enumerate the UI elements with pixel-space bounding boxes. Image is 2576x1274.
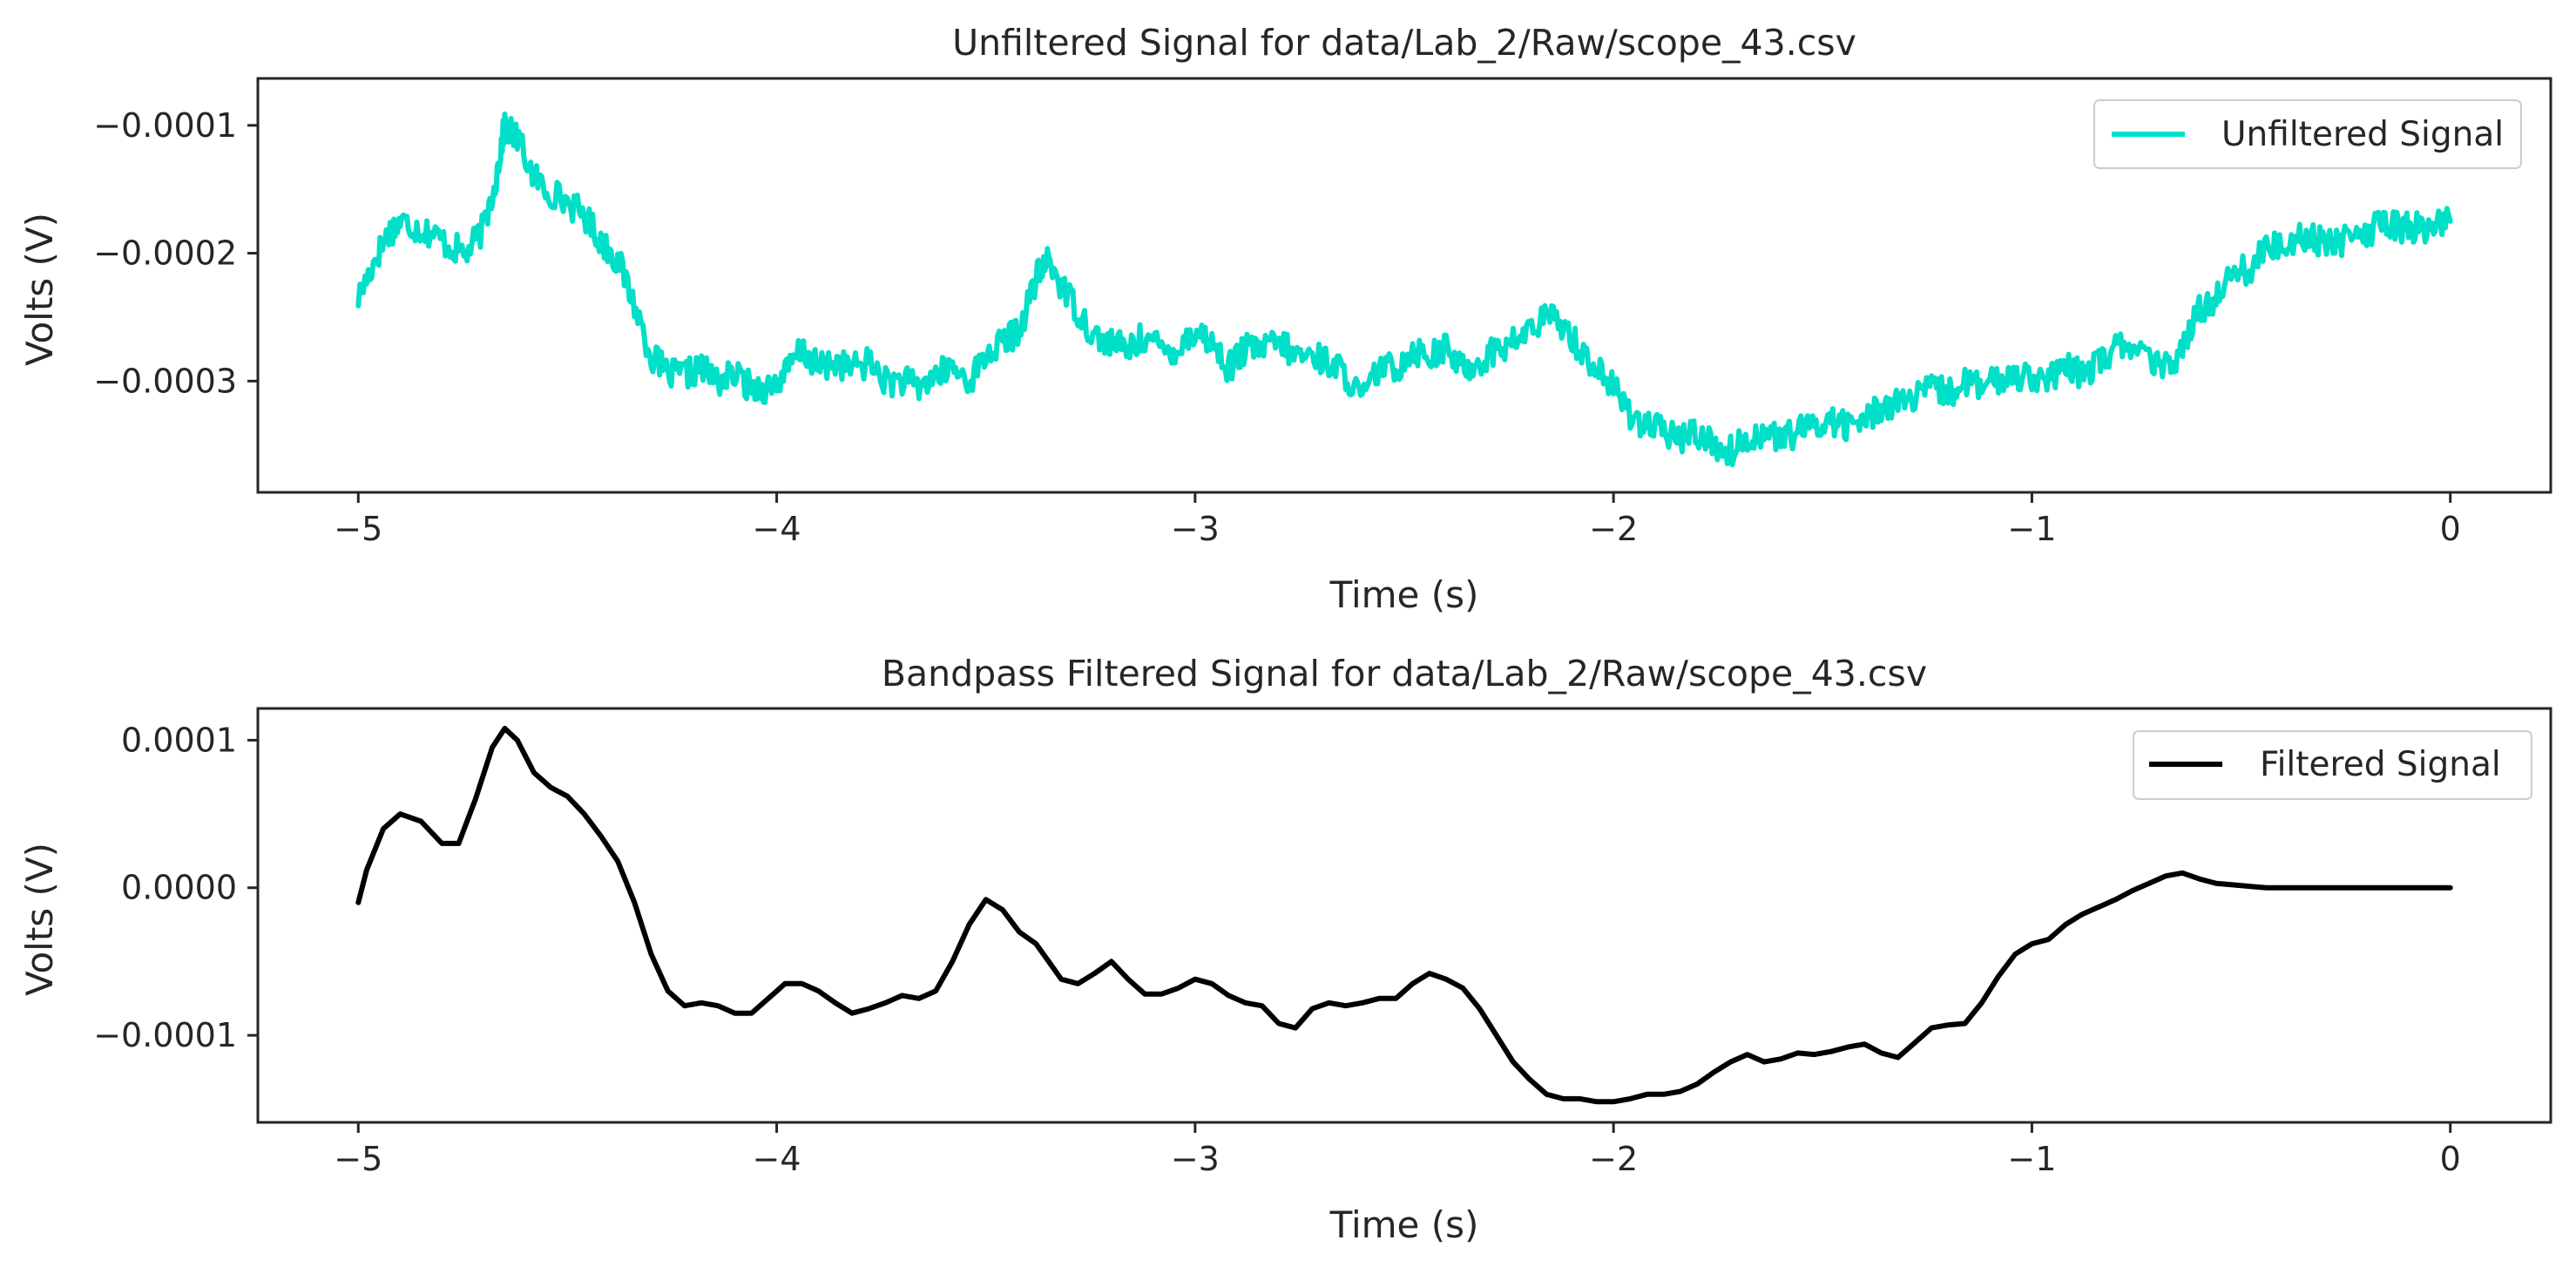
series-line	[355, 111, 2453, 468]
y-tick-label: −0.0002	[93, 234, 237, 273]
legend-label-filtered-signal: Filtered Signal	[2260, 745, 2501, 784]
x-tick-label: −3	[1171, 510, 1220, 548]
y-axis-label: Volts (V)	[18, 213, 61, 366]
y-tick-label: 0.0001	[121, 721, 237, 759]
legend: Unfiltered Signal	[2093, 99, 2522, 169]
x-tick-label: −4	[753, 1140, 801, 1178]
y-tick-label: 0.0000	[121, 869, 237, 907]
plot-area	[355, 725, 2453, 1105]
x-tick-label: −5	[334, 510, 382, 548]
y-tick-label: −0.0003	[93, 362, 237, 400]
unfiltered-signal-panel: Unfiltered Signal for data/Lab_2/Raw/sco…	[18, 22, 2552, 616]
tick-group: −5 −4 −3 −2 −1 0 0.0001 0.0000 −0.0001	[93, 721, 2461, 1178]
x-tick-label: −4	[753, 510, 801, 548]
tick-group: −5 −4 −3 −2 −1 0 −0.0001 −0.0002 −0.0003	[93, 106, 2461, 548]
chart-title: Bandpass Filtered Signal for data/Lab_2/…	[882, 653, 1927, 695]
x-tick-label: −1	[2007, 510, 2056, 548]
series-line	[355, 725, 2453, 1105]
y-axis-label: Volts (V)	[18, 843, 61, 996]
y-tick-label: −0.0001	[93, 106, 237, 145]
x-axis-label: Time (s)	[1329, 573, 1479, 616]
y-tick-label: −0.0001	[93, 1016, 237, 1054]
x-tick-label: −3	[1171, 1140, 1220, 1178]
chart-title: Unfiltered Signal for data/Lab_2/Raw/sco…	[952, 22, 1856, 64]
x-tick-label: −2	[1589, 510, 1638, 548]
x-tick-label: 0	[2440, 1140, 2461, 1178]
filtered-signal-panel: Bandpass Filtered Signal for data/Lab_2/…	[18, 653, 2552, 1246]
plot-area	[355, 111, 2453, 468]
axes-frame	[256, 77, 2552, 494]
x-tick-label: −2	[1589, 1140, 1638, 1178]
x-tick-label: −1	[2007, 1140, 2056, 1178]
x-tick-label: −5	[334, 1140, 382, 1178]
x-axis-label: Time (s)	[1329, 1203, 1479, 1246]
x-tick-label: 0	[2440, 510, 2461, 548]
legend: Filtered Signal	[2133, 730, 2532, 800]
axes-frame	[256, 707, 2552, 1124]
legend-box	[2093, 99, 2522, 169]
legend-label-unfiltered-signal: Unfiltered Signal	[2221, 115, 2504, 154]
legend-box	[2133, 730, 2532, 800]
